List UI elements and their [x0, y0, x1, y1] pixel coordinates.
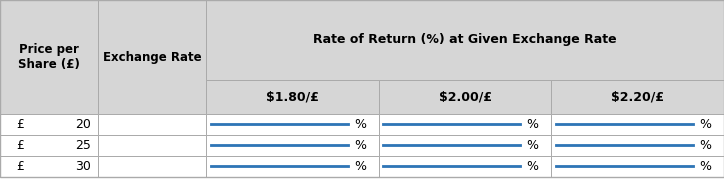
- Text: $2.20/£: $2.20/£: [611, 90, 664, 103]
- Text: Rate of Return (%) at Given Exchange Rate: Rate of Return (%) at Given Exchange Rat…: [313, 33, 617, 46]
- Text: £: £: [16, 118, 24, 131]
- Text: %: %: [699, 139, 711, 152]
- Bar: [206, 80, 379, 114]
- Bar: [552, 114, 724, 135]
- Text: %: %: [526, 160, 539, 173]
- Bar: [552, 156, 724, 177]
- Text: %: %: [354, 118, 366, 131]
- Text: 30: 30: [75, 160, 90, 173]
- Bar: [98, 135, 206, 156]
- Bar: [379, 135, 552, 156]
- Bar: [211, 124, 349, 125]
- Bar: [211, 166, 349, 167]
- Bar: [379, 156, 552, 177]
- Text: %: %: [699, 118, 711, 131]
- Bar: [206, 114, 379, 135]
- Bar: [0, 114, 98, 135]
- Bar: [206, 135, 379, 156]
- Text: $2.00/£: $2.00/£: [439, 90, 492, 103]
- Bar: [0, 156, 98, 177]
- Text: 25: 25: [75, 139, 90, 152]
- Bar: [0, 0, 98, 114]
- Text: 20: 20: [75, 118, 90, 131]
- Text: Exchange Rate: Exchange Rate: [103, 50, 201, 64]
- Text: £: £: [16, 139, 24, 152]
- Bar: [98, 0, 206, 114]
- Bar: [556, 145, 694, 146]
- Bar: [206, 0, 724, 80]
- Bar: [556, 124, 694, 125]
- Text: %: %: [526, 118, 539, 131]
- Text: %: %: [354, 160, 366, 173]
- Text: $1.80/£: $1.80/£: [266, 90, 319, 103]
- Text: %: %: [354, 139, 366, 152]
- Bar: [206, 156, 379, 177]
- Bar: [211, 145, 349, 146]
- Bar: [552, 135, 724, 156]
- Text: Price per
Share (£): Price per Share (£): [18, 43, 80, 71]
- Text: £: £: [16, 160, 24, 173]
- Bar: [98, 156, 206, 177]
- Bar: [556, 166, 694, 167]
- Bar: [383, 124, 521, 125]
- Text: %: %: [526, 139, 539, 152]
- Bar: [379, 80, 552, 114]
- Bar: [552, 80, 724, 114]
- Text: %: %: [699, 160, 711, 173]
- Bar: [0, 135, 98, 156]
- Bar: [383, 166, 521, 167]
- Bar: [379, 114, 552, 135]
- Bar: [98, 114, 206, 135]
- Bar: [383, 145, 521, 146]
